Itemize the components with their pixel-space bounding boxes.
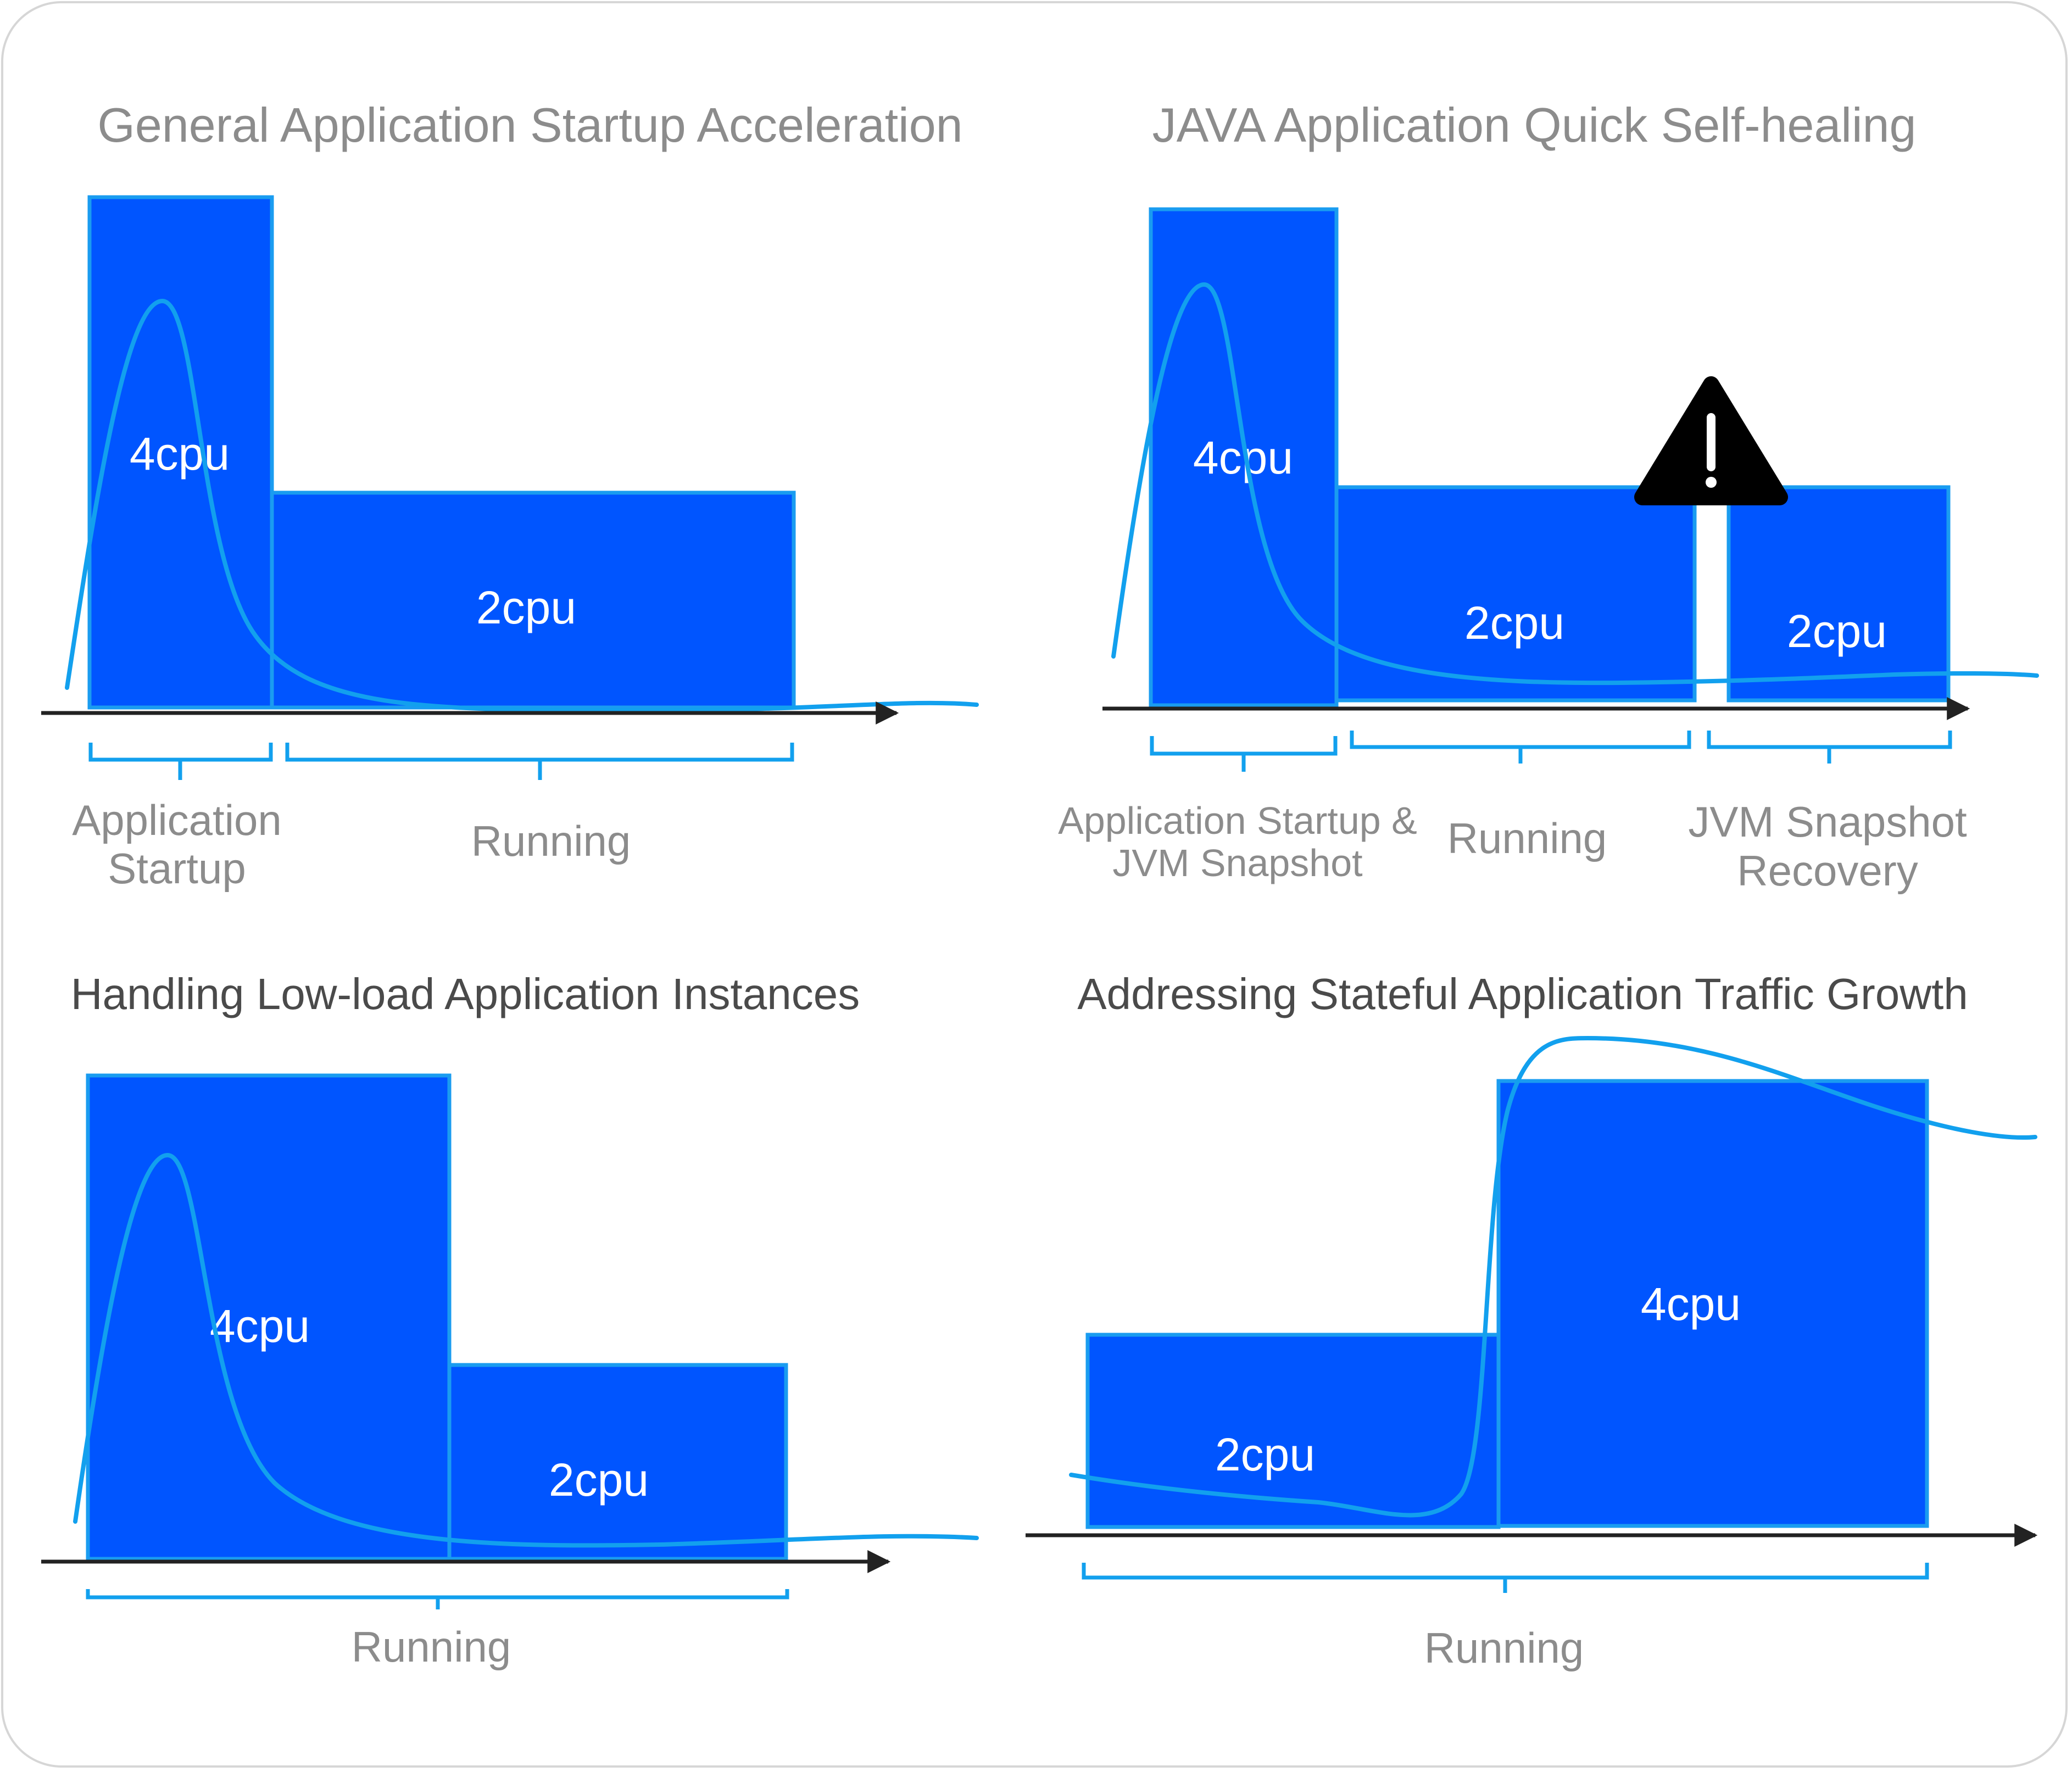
warning-triangle-icon bbox=[1634, 376, 1788, 505]
cpu-label-4cpu: 4cpu bbox=[1641, 1278, 1741, 1330]
panel-title: Handling Low-load Application Instances bbox=[71, 969, 860, 1018]
phase-label-startup-snapshot-2: JVM Snapshot bbox=[1112, 842, 1362, 884]
cpu-label-2cpu-running: 2cpu bbox=[1464, 597, 1564, 649]
cpu-label-2cpu: 2cpu bbox=[1215, 1429, 1315, 1480]
cpu-block-4cpu bbox=[87, 195, 274, 710]
load-curve bbox=[65, 298, 979, 713]
phase-label-recovery-1: JVM Snapshot bbox=[1688, 798, 1967, 846]
load-curve bbox=[1111, 282, 2039, 686]
phase-label-startup-snapshot-1: Application Startup & bbox=[1058, 799, 1417, 842]
panel-startup-acceleration: General Application Startup Acceleration… bbox=[41, 98, 979, 893]
bracket-startup bbox=[88, 743, 273, 780]
cpu-label-2cpu-recovery: 2cpu bbox=[1787, 605, 1887, 657]
phase-label-startup: Startup bbox=[108, 844, 246, 893]
phase-label-running: Running bbox=[471, 817, 631, 865]
bracket-running bbox=[285, 743, 794, 780]
cpu-block-2cpu-running bbox=[1334, 485, 1697, 703]
cpu-label-2cpu: 2cpu bbox=[549, 1454, 649, 1506]
cpu-block-4cpu bbox=[1496, 1079, 1929, 1528]
panel-title: General Application Startup Acceleration bbox=[97, 98, 962, 152]
cpu-label-4cpu: 4cpu bbox=[210, 1300, 310, 1352]
cpu-block-2cpu bbox=[1085, 1333, 1501, 1529]
phase-label-running: Running bbox=[1447, 814, 1607, 862]
panel-stateful-traffic-growth: Addressing Stateful Application Traffic … bbox=[1026, 969, 2038, 1672]
phase-label-recovery-2: Recovery bbox=[1737, 846, 1918, 895]
panel-title: JAVA Application Quick Self-healing bbox=[1152, 98, 1917, 152]
cpu-block-2cpu-recovery bbox=[1726, 485, 1951, 703]
cpu-block-2cpu bbox=[447, 1363, 788, 1561]
panel-low-load-instances: Handling Low-load Application Instances … bbox=[41, 969, 979, 1671]
load-curve bbox=[1069, 1035, 2037, 1518]
bracket-running bbox=[1350, 731, 1691, 764]
phase-label-application: Application bbox=[72, 796, 282, 844]
phase-label-running: Running bbox=[1424, 1624, 1584, 1672]
bracket-startup-snapshot bbox=[1150, 736, 1338, 772]
load-curve bbox=[73, 1152, 979, 1548]
bracket-running bbox=[86, 1589, 789, 1609]
phase-label-running: Running bbox=[352, 1623, 511, 1671]
cpu-label-2cpu: 2cpu bbox=[476, 582, 576, 633]
cpu-block-2cpu bbox=[270, 491, 796, 710]
panel-title: Addressing Stateful Application Traffic … bbox=[1077, 969, 1968, 1018]
cpu-label-4cpu: 4cpu bbox=[130, 428, 230, 480]
panel-java-self-healing: JAVA Application Quick Self-healing 4cpu… bbox=[1058, 98, 2039, 895]
bracket-recovery bbox=[1707, 731, 1952, 764]
bracket-running bbox=[1082, 1563, 1929, 1593]
